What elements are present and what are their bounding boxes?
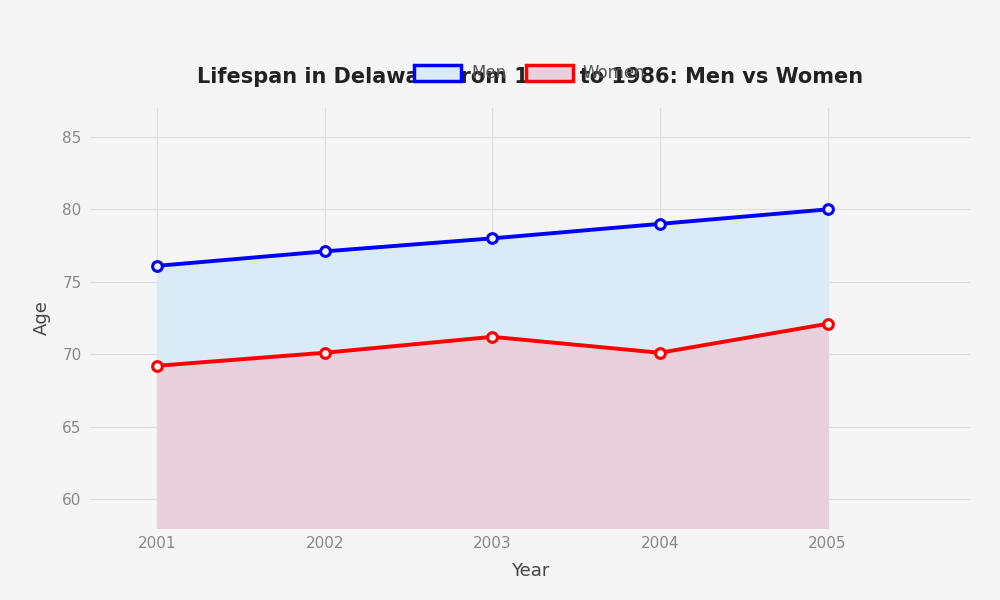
Legend: Men, Women: Men, Women	[408, 58, 652, 89]
X-axis label: Year: Year	[511, 562, 549, 580]
Y-axis label: Age: Age	[33, 301, 51, 335]
Title: Lifespan in Delaware from 1965 to 1986: Men vs Women: Lifespan in Delaware from 1965 to 1986: …	[197, 67, 863, 87]
